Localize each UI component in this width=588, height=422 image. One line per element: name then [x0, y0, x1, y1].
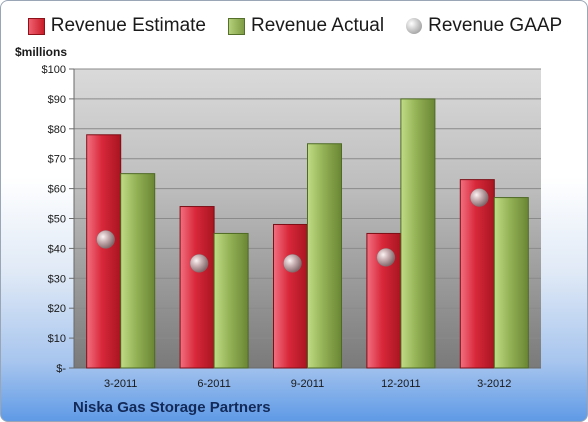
y-tick-label: $10	[48, 333, 66, 345]
point-revenue-gaap	[376, 248, 396, 267]
point-revenue-gaap	[96, 230, 115, 249]
y-tick-label: $-	[56, 363, 66, 375]
y-tick-label: $60	[48, 184, 66, 196]
x-tick-label: 3-2012	[477, 378, 511, 390]
x-tick-label: 9-2011	[291, 378, 324, 390]
point-revenue-gaap	[470, 188, 489, 207]
x-tick-label: 12-2011	[381, 378, 421, 390]
y-tick-label: $50	[48, 214, 66, 226]
bar-revenue-estimate	[459, 179, 495, 369]
bar-revenue-estimate	[86, 134, 122, 369]
bar-revenue-actual	[493, 197, 529, 369]
legend: Revenue Estimate Revenue Actual Revenue …	[1, 15, 587, 37]
legend-item-actual: Revenue Actual	[228, 15, 384, 37]
legend-label-gaap: Revenue GAAP	[428, 15, 563, 36]
y-tick-label: $40	[48, 243, 66, 255]
legend-swatch-estimate	[27, 17, 45, 35]
company-name: Niska Gas Storage Partners	[73, 399, 271, 416]
y-tick-label: $70	[48, 154, 66, 166]
bar-revenue-actual	[307, 143, 342, 369]
y-tick-label: $80	[48, 124, 66, 136]
legend-swatch-actual	[228, 17, 245, 35]
y-tick-label: $90	[48, 94, 66, 106]
x-tick-label: 3-2011	[104, 378, 137, 390]
point-revenue-gaap	[189, 254, 209, 273]
legend-label-estimate: Revenue Estimate	[50, 15, 206, 36]
legend-item-gaap: Revenue GAAP	[406, 15, 562, 37]
x-tick-label: 6-2011	[197, 378, 230, 390]
bar-revenue-actual	[213, 232, 249, 369]
bar-revenue-estimate	[273, 223, 308, 369]
y-tick-label: $100	[42, 64, 66, 76]
y-axis-unit-label: $millions	[15, 45, 68, 59]
point-revenue-gaap	[283, 254, 302, 273]
legend-item-estimate: Revenue Estimate	[27, 15, 206, 37]
legend-swatch-gaap	[406, 18, 423, 34]
y-tick-label: $30	[48, 273, 66, 285]
legend-label-actual: Revenue Actual	[251, 15, 385, 36]
y-tick-label: $20	[48, 303, 66, 315]
bar-revenue-actual	[120, 173, 156, 369]
bar-revenue-actual	[400, 98, 436, 369]
bar-revenue-estimate	[179, 206, 215, 369]
